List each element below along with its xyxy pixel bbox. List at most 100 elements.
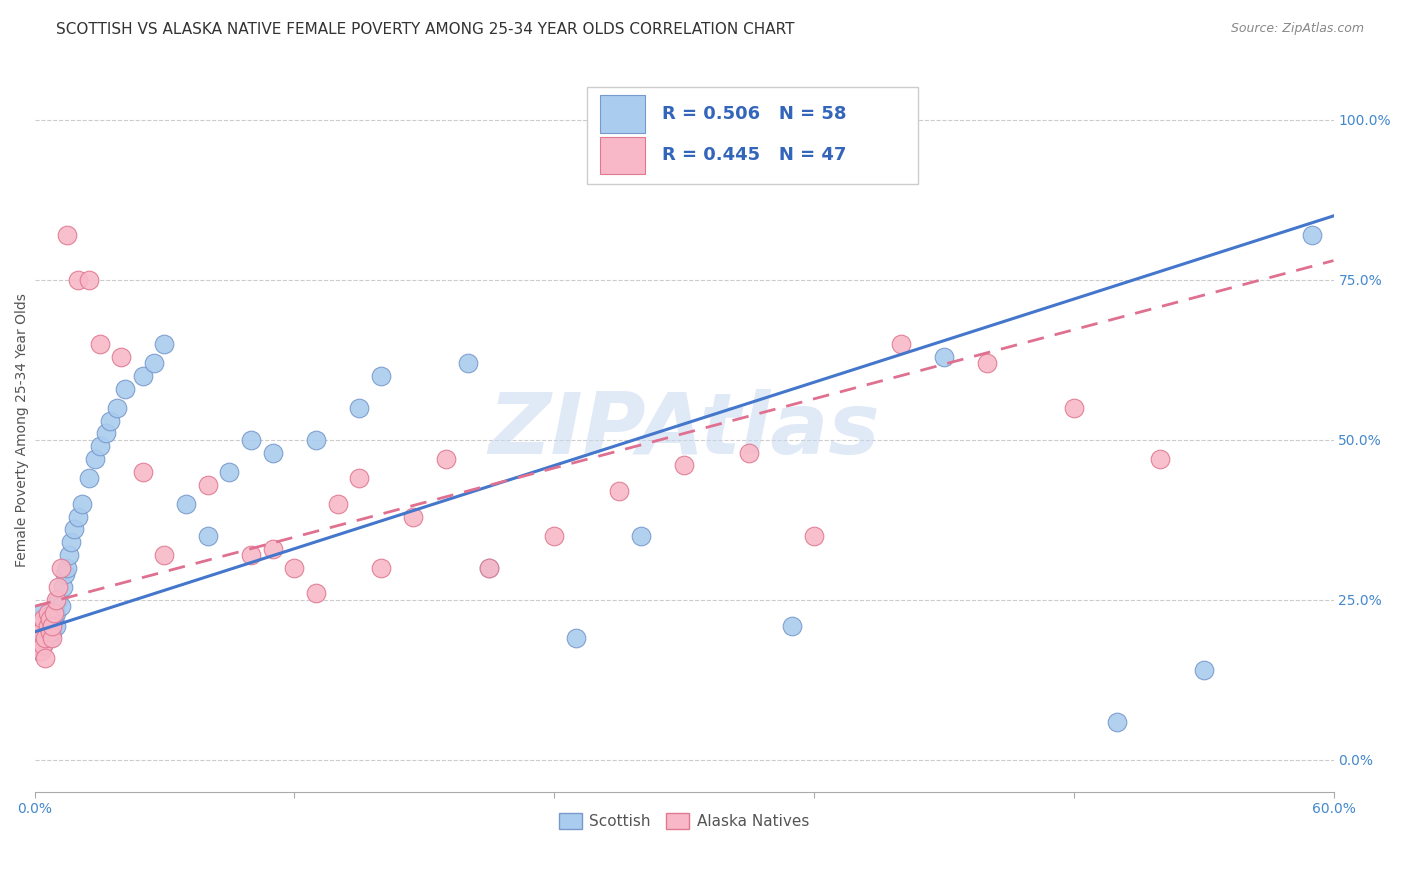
Point [478, 561, 501, 575]
Point [38, 612, 60, 626]
Point [976, 356, 998, 370]
Point [326, 497, 349, 511]
Point [34, 632, 56, 646]
Point [782, 618, 804, 632]
Point [66, 509, 89, 524]
Point [673, 458, 696, 473]
Legend: Scottish, Alaska Natives: Scottish, Alaska Natives [553, 806, 815, 835]
Point [25, 624, 48, 639]
Point [89, 336, 111, 351]
Point [457, 356, 479, 370]
Y-axis label: Female Poverty Among 25-34 Year Olds: Female Poverty Among 25-34 Year Olds [15, 293, 30, 567]
Text: R = 0.445   N = 47: R = 0.445 N = 47 [662, 146, 846, 164]
Point [41, 632, 63, 646]
Point [607, 484, 630, 499]
Point [77, 273, 100, 287]
Point [142, 356, 165, 370]
Point [240, 433, 263, 447]
Point [77, 471, 100, 485]
Point [42, 606, 65, 620]
Point [45, 606, 67, 620]
Point [58, 548, 80, 562]
Point [41, 606, 63, 620]
Point [105, 401, 128, 415]
Point [25, 638, 48, 652]
Point [32, 638, 55, 652]
Point [70, 497, 93, 511]
Point [132, 368, 155, 383]
Point [738, 445, 761, 459]
Text: Source: ZipAtlas.com: Source: ZipAtlas.com [1230, 22, 1364, 36]
Point [1192, 663, 1215, 677]
Point [30, 606, 52, 620]
Point [370, 368, 392, 383]
Point [349, 401, 371, 415]
Point [49, 599, 72, 614]
Point [565, 632, 588, 646]
Point [132, 465, 155, 479]
Point [84, 452, 107, 467]
Point [45, 593, 67, 607]
Point [32, 638, 55, 652]
Point [41, 624, 63, 639]
Point [38, 624, 60, 639]
Point [42, 612, 65, 626]
Point [803, 529, 825, 543]
Point [434, 452, 457, 467]
FancyBboxPatch shape [586, 87, 918, 185]
Point [889, 336, 911, 351]
Point [37, 624, 59, 639]
Point [932, 350, 955, 364]
Point [94, 426, 117, 441]
Point [174, 497, 197, 511]
Point [45, 618, 67, 632]
Point [41, 618, 63, 632]
Point [402, 509, 425, 524]
Point [56, 227, 79, 242]
Point [197, 477, 219, 491]
Point [110, 350, 132, 364]
Point [53, 567, 76, 582]
Point [30, 632, 52, 646]
Point [56, 561, 79, 575]
Point [630, 529, 652, 543]
Point [28, 632, 51, 646]
Point [1105, 714, 1128, 729]
Point [114, 382, 136, 396]
Point [30, 644, 52, 658]
Point [370, 561, 392, 575]
Point [25, 632, 48, 646]
Point [37, 606, 59, 620]
Point [543, 529, 565, 543]
Point [28, 618, 51, 632]
Point [37, 618, 59, 632]
Point [1301, 227, 1323, 242]
Point [28, 612, 51, 626]
Point [478, 561, 501, 575]
Point [89, 439, 111, 453]
Point [34, 632, 56, 646]
Text: ZIPAtlas: ZIPAtlas [488, 389, 880, 472]
FancyBboxPatch shape [599, 95, 645, 133]
Point [38, 618, 60, 632]
Point [62, 523, 84, 537]
Point [98, 414, 121, 428]
Point [48, 593, 70, 607]
Point [283, 561, 305, 575]
Point [32, 624, 55, 639]
Point [1063, 401, 1085, 415]
Point [34, 650, 56, 665]
Point [153, 336, 176, 351]
Point [218, 465, 240, 479]
Text: SCOTTISH VS ALASKA NATIVE FEMALE POVERTY AMONG 25-34 YEAR OLDS CORRELATION CHART: SCOTTISH VS ALASKA NATIVE FEMALE POVERTY… [56, 22, 794, 37]
Text: R = 0.506   N = 58: R = 0.506 N = 58 [662, 105, 846, 123]
Point [66, 273, 89, 287]
Point [262, 541, 284, 556]
Point [28, 644, 51, 658]
Point [197, 529, 219, 543]
Point [37, 612, 59, 626]
Point [305, 433, 328, 447]
Point [30, 624, 52, 639]
Point [262, 445, 284, 459]
Point [49, 561, 72, 575]
